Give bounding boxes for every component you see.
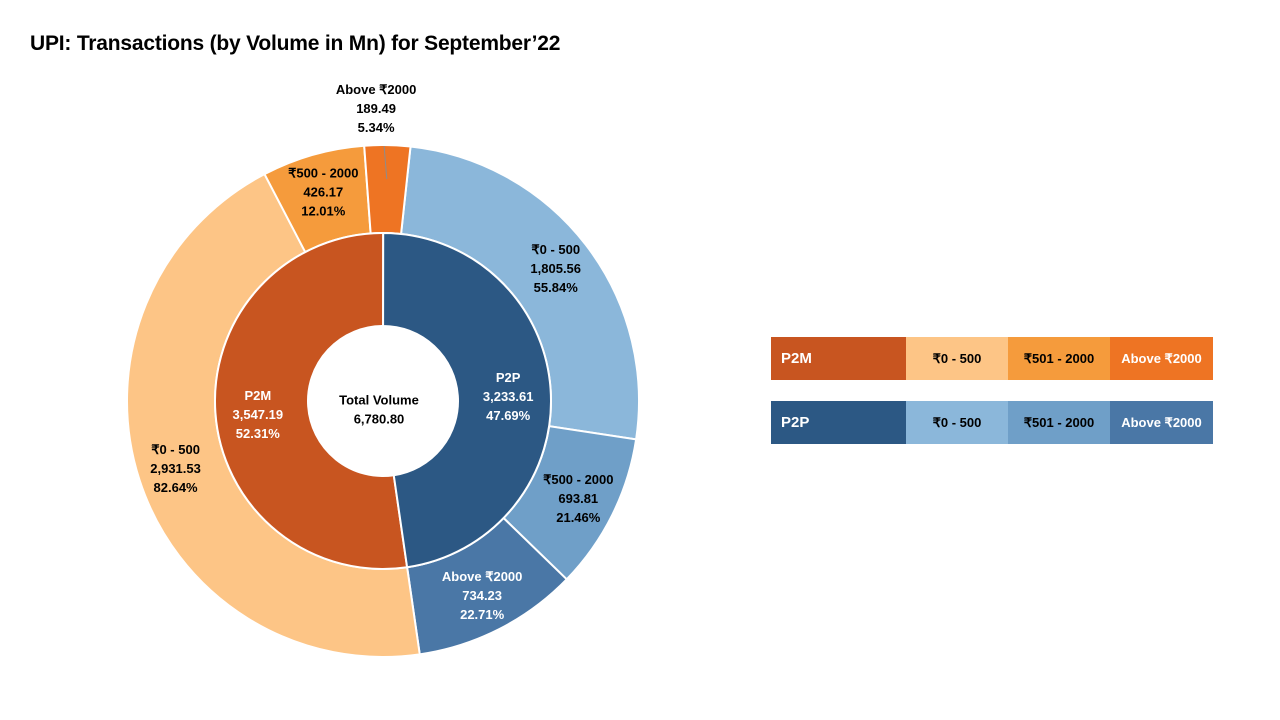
leader-line-p2m-above-2000 [383, 145, 388, 180]
chart-title: UPI: Transactions (by Volume in Mn) for … [30, 32, 561, 55]
legend-p2p-label: P2P [771, 401, 906, 444]
legend-p2m-label: P2M [771, 337, 906, 380]
inner-label-p2p: P2P 3,233.61 47.69% [483, 370, 534, 423]
legend-p2m-item-1: ₹501 - 2000 [1008, 337, 1110, 380]
outer-label-p2p-above-2000: Above ₹2000 734.23 22.71% [442, 569, 523, 622]
center-total-label: Total Volume 6,780.80 [339, 393, 419, 427]
legend-p2p-item-2: Above ₹2000 [1110, 401, 1213, 444]
legend-p2m-item-0: ₹0 - 500 [906, 337, 1008, 380]
legend-row-p2m: P2M ₹0 - 500 ₹501 - 2000 Above ₹2000 [771, 337, 1213, 380]
legend-p2p-item-0: ₹0 - 500 [906, 401, 1008, 444]
outer-label-p2p-0-500: ₹0 - 500 1,805.56 55.84% [530, 242, 581, 295]
legend-p2p-item-1: ₹501 - 2000 [1008, 401, 1110, 444]
outer-label-p2m-0-500: ₹0 - 500 2,931.53 82.64% [150, 442, 201, 495]
outer-label-p2m-above-2000: Above ₹2000 189.49 5.34% [336, 82, 417, 135]
legend-p2m-item-2: Above ₹2000 [1110, 337, 1213, 380]
legend-row-p2p: P2P ₹0 - 500 ₹501 - 2000 Above ₹2000 [771, 401, 1213, 444]
center-hole [308, 326, 458, 476]
inner-label-p2m: P2M 3,547.19 52.31% [233, 388, 284, 441]
outer-label-p2m-500-2000: ₹500 - 2000 426.17 12.01% [288, 165, 358, 218]
outer-label-p2p-500-2000: ₹500 - 2000 693.81 21.46% [543, 472, 613, 525]
